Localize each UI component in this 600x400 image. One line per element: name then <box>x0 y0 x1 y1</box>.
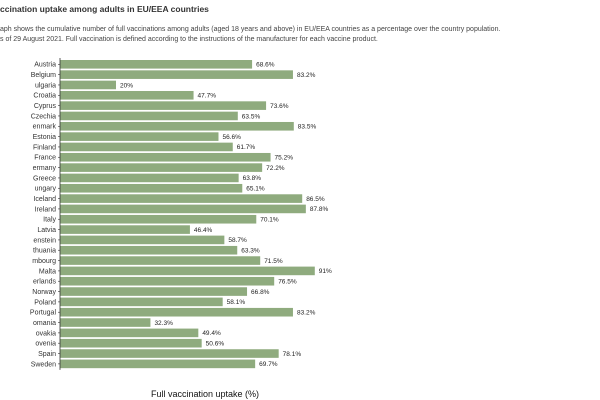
category-label: France <box>34 155 56 162</box>
category-label: Greece <box>33 175 56 182</box>
bar <box>60 101 267 110</box>
value-label: 76.5% <box>278 279 297 286</box>
category-label: Finland <box>33 144 56 151</box>
category-label: Belgium <box>31 72 56 79</box>
bar <box>60 142 233 152</box>
value-label: 75.2% <box>275 155 294 162</box>
value-label: 63.8% <box>243 175 262 182</box>
value-label: 86.5% <box>306 196 325 203</box>
description-line-2: s of 29 August 2021. Full vaccination is… <box>0 36 378 43</box>
category-label: Latvia <box>37 227 56 234</box>
bar <box>60 90 194 100</box>
x-axis-title: Full vaccination uptake (%) <box>151 389 259 399</box>
value-label: 66.8% <box>251 289 270 296</box>
bar <box>60 121 294 131</box>
value-label: 70.1% <box>260 217 279 224</box>
bar <box>60 111 238 121</box>
value-label: 58.7% <box>228 237 247 244</box>
bar <box>60 194 303 203</box>
category-label: Poland <box>34 299 56 306</box>
value-label: 91% <box>319 268 332 275</box>
bars-layer: Austria 68.6% Belgium 83.2% ulgaria 20% Croati… <box>30 60 332 368</box>
bar <box>60 80 116 90</box>
value-label: 83.2% <box>297 310 316 317</box>
description-line-1: aph shows the cumulative number of full … <box>0 26 501 33</box>
category-label: Italy <box>43 217 56 224</box>
bar <box>60 318 151 327</box>
category-label: Iceland <box>33 196 56 203</box>
bar <box>60 287 248 296</box>
category-label: erlands <box>33 279 56 286</box>
category-label: ulgaria <box>35 82 56 89</box>
category-label: Malta <box>39 268 56 275</box>
value-label: 83.2% <box>297 72 316 79</box>
bar <box>60 60 253 69</box>
bar <box>60 297 223 307</box>
bar <box>60 349 279 358</box>
bar <box>60 359 256 369</box>
value-label: 78.1% <box>283 351 302 358</box>
bar <box>60 204 306 214</box>
value-label: 46.4% <box>194 227 213 234</box>
bar <box>60 245 238 255</box>
value-label: 72.2% <box>266 165 285 172</box>
bar <box>60 132 219 141</box>
value-label: 47.7% <box>198 93 217 100</box>
bar <box>60 163 263 172</box>
bar <box>60 338 202 348</box>
category-label: Croatia <box>33 93 56 100</box>
category-label: Sweden <box>31 361 56 368</box>
value-label: 32.3% <box>154 320 173 327</box>
category-label: enstein <box>33 237 56 244</box>
bar <box>60 328 199 338</box>
category-label: enmark <box>33 124 57 131</box>
category-label: ermany <box>33 165 57 172</box>
bar <box>60 225 190 234</box>
page-title: ccination uptake among adults in EU/EEA … <box>0 4 209 14</box>
category-label: ovakia <box>36 330 56 337</box>
category-label: Norway <box>32 289 56 296</box>
category-label: Estonia <box>33 134 56 141</box>
value-label: 61.7% <box>237 144 256 151</box>
category-label: Spain <box>38 351 56 358</box>
bar <box>60 173 239 183</box>
value-label: 50.6% <box>206 341 225 348</box>
bar <box>60 183 243 193</box>
value-label: 71.5% <box>264 258 283 265</box>
value-label: 63.3% <box>241 248 260 255</box>
value-label: 69.7% <box>259 361 278 368</box>
category-label: thuania <box>33 248 56 255</box>
value-label: 68.6% <box>256 62 275 69</box>
category-label: Czechia <box>31 113 56 120</box>
category-label: Ireland <box>35 206 57 213</box>
category-label: Austria <box>34 62 56 69</box>
value-label: 49.4% <box>202 330 221 337</box>
bar <box>60 70 293 79</box>
value-label: 63.5% <box>242 113 261 120</box>
category-label: ovenia <box>35 341 56 348</box>
value-label: 65.1% <box>246 186 265 193</box>
bar <box>60 152 271 162</box>
value-label: 58.1% <box>227 299 246 306</box>
value-label: 83.5% <box>298 124 317 131</box>
bar <box>60 214 257 224</box>
category-label: ungary <box>35 186 57 193</box>
bar <box>60 235 225 245</box>
category-label: omania <box>33 320 56 327</box>
value-label: 20% <box>120 82 133 89</box>
bar <box>60 307 293 317</box>
value-label: 87.8% <box>310 206 329 213</box>
bar <box>60 266 315 276</box>
category-label: Portugal <box>30 310 57 317</box>
value-label: 56.6% <box>222 134 241 141</box>
value-label: 73.6% <box>270 103 289 110</box>
bar <box>60 256 261 265</box>
category-label: Cyprus <box>34 103 57 110</box>
category-label: mbourg <box>32 258 56 265</box>
bar <box>60 276 275 286</box>
